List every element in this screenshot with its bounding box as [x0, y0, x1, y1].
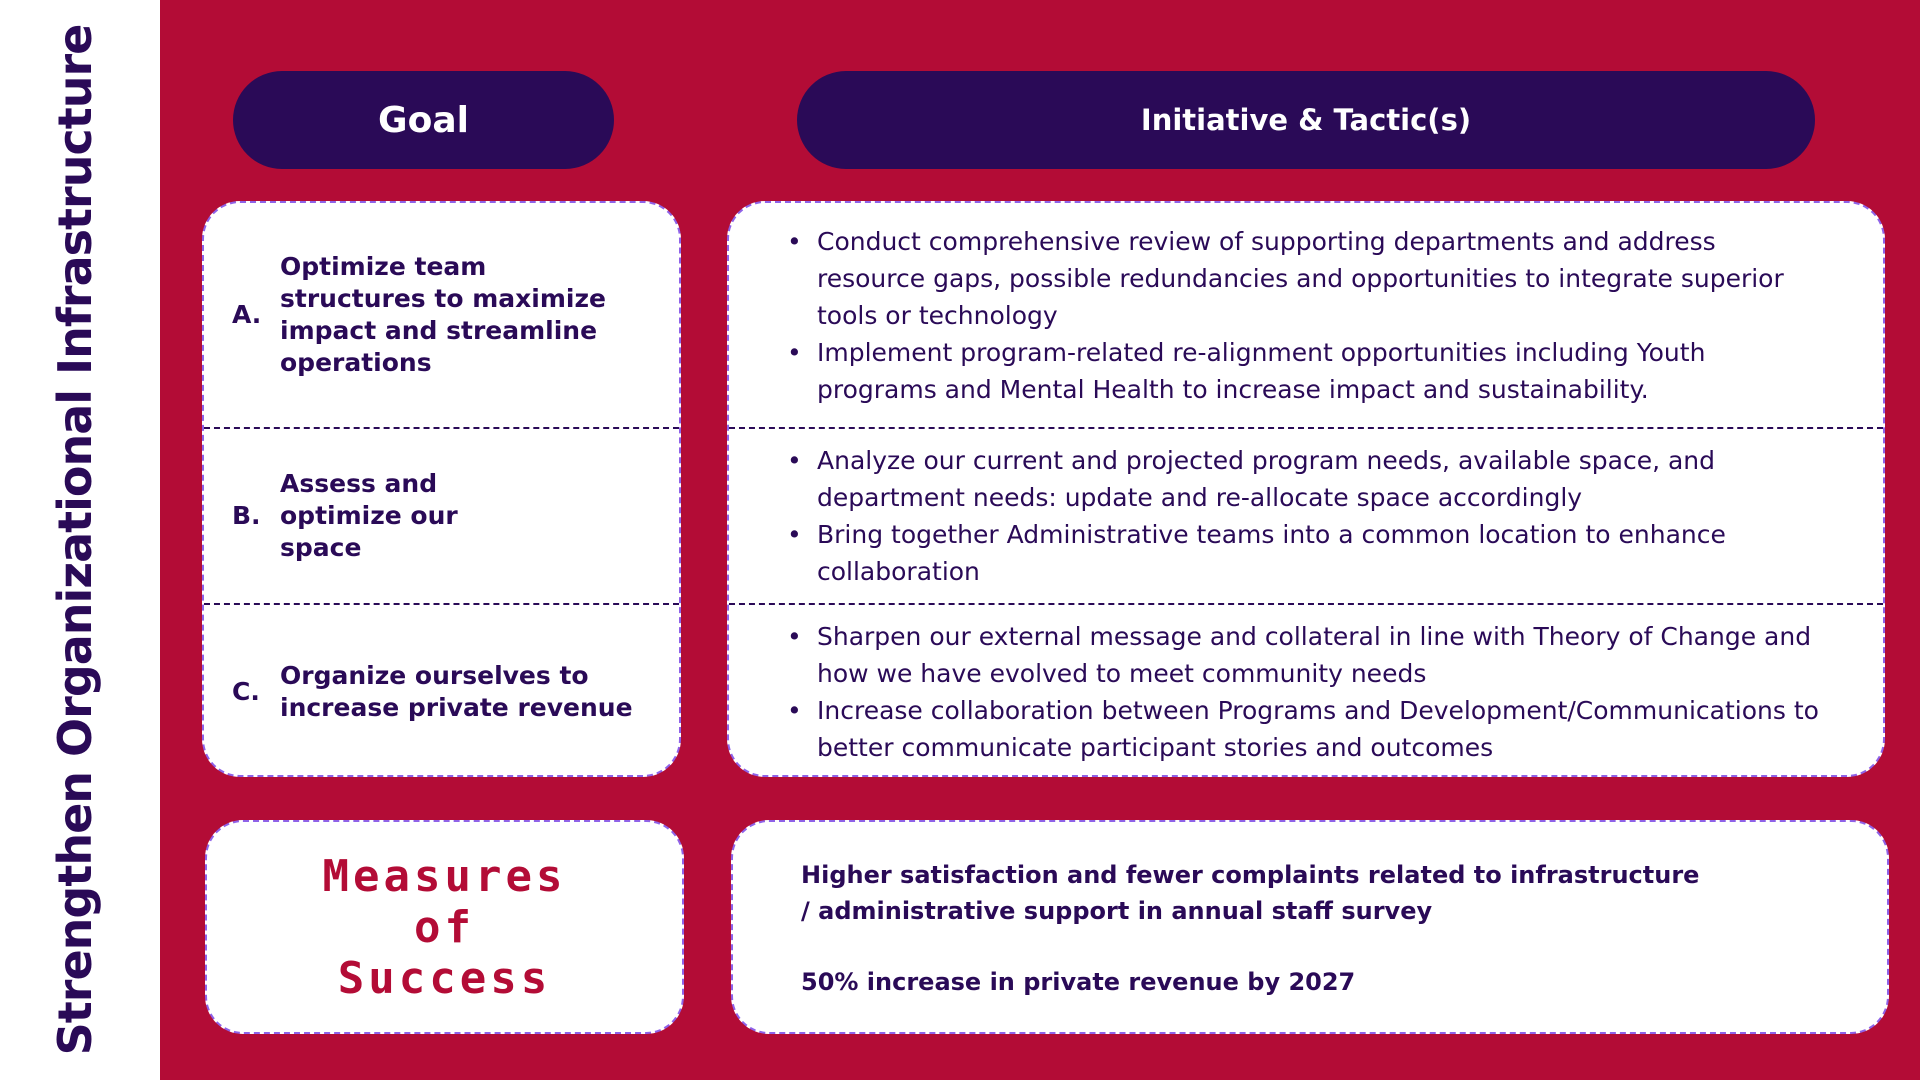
initiative-text: Sharpen our external message and collate…: [817, 622, 1812, 688]
measures-title-line: Measures: [322, 850, 567, 902]
goals-card: A. Optimize team structures to maximize …: [202, 201, 681, 777]
initiative-text: Analyze our current and projected progra…: [817, 446, 1716, 512]
initiative-text: Conduct comprehensive review of supporti…: [817, 226, 1784, 330]
initiative-item: • Conduct comprehensive review of support…: [787, 223, 1823, 334]
initiative-text: Bring together Administrative teams into…: [817, 520, 1726, 586]
initiative-text: Increase collaboration between Programs …: [817, 696, 1819, 762]
measures-title: Measures of Success: [323, 851, 567, 1004]
bullet-icon: •: [787, 337, 802, 367]
initiative-item: • Increase collaboration between Programs…: [787, 692, 1823, 766]
bullet-icon: •: [787, 520, 802, 549]
initiative-text: Implement program-related re-alignment o…: [817, 337, 1706, 404]
goal-letter: A.: [232, 300, 262, 329]
goal-text: Organize ourselves to increase private r…: [280, 661, 633, 722]
initiative-row-a: • Conduct comprehensive review of support…: [729, 203, 1883, 427]
measures-title-line: of: [414, 901, 475, 953]
measures-title-line: Success: [337, 952, 552, 1004]
initiative-header: Initiative & Tactic(s): [797, 71, 1815, 169]
initiative-list: • Sharpen our external message and collat…: [787, 618, 1823, 766]
initiative-list: • Conduct comprehensive review of support…: [787, 223, 1823, 408]
bullet-icon: •: [787, 696, 802, 725]
goal-row-a: A. Optimize team structures to maximize …: [204, 203, 679, 427]
initiative-item: • Analyze our current and projected progr…: [787, 442, 1823, 516]
initiative-item: • Sharpen our external message and collat…: [787, 618, 1823, 692]
side-panel: Strengthen Organizational Infrastructure: [0, 0, 160, 1080]
initiative-row-b: • Analyze our current and projected progr…: [729, 427, 1883, 603]
measures-card: Measures of Success: [205, 820, 684, 1034]
initiative-item: • Implement program-related re-alignment …: [787, 334, 1823, 408]
outcome-item: 50% increase in private revenue by 2027: [801, 968, 1356, 996]
goal-letter: C.: [232, 677, 260, 706]
initiative-item: • Bring together Administrative teams int…: [787, 516, 1823, 590]
goal-row-b: B. Assess and optimize our space: [204, 427, 679, 603]
goal-row-c: C. Organize ourselves to increase privat…: [204, 603, 679, 775]
bullet-icon: •: [787, 226, 802, 256]
initiative-list: • Analyze our current and projected progr…: [787, 442, 1823, 590]
bullet-icon: •: [787, 446, 802, 475]
goal-text: Optimize team structures to maximize imp…: [280, 252, 606, 377]
side-title: Strengthen Organizational Infrastructure: [48, 24, 102, 1056]
goal-letter: B.: [232, 501, 261, 530]
outcomes-card: Higher satisfaction and fewer complaints…: [731, 820, 1889, 1034]
initiative-row-c: • Sharpen our external message and collat…: [729, 603, 1883, 775]
initiatives-card: • Conduct comprehensive review of support…: [727, 201, 1885, 777]
goal-header: Goal: [233, 71, 614, 169]
bullet-icon: •: [787, 622, 802, 651]
goal-text: Assess and optimize our space: [280, 469, 458, 562]
outcome-item: Higher satisfaction and fewer complaints…: [801, 861, 1700, 925]
